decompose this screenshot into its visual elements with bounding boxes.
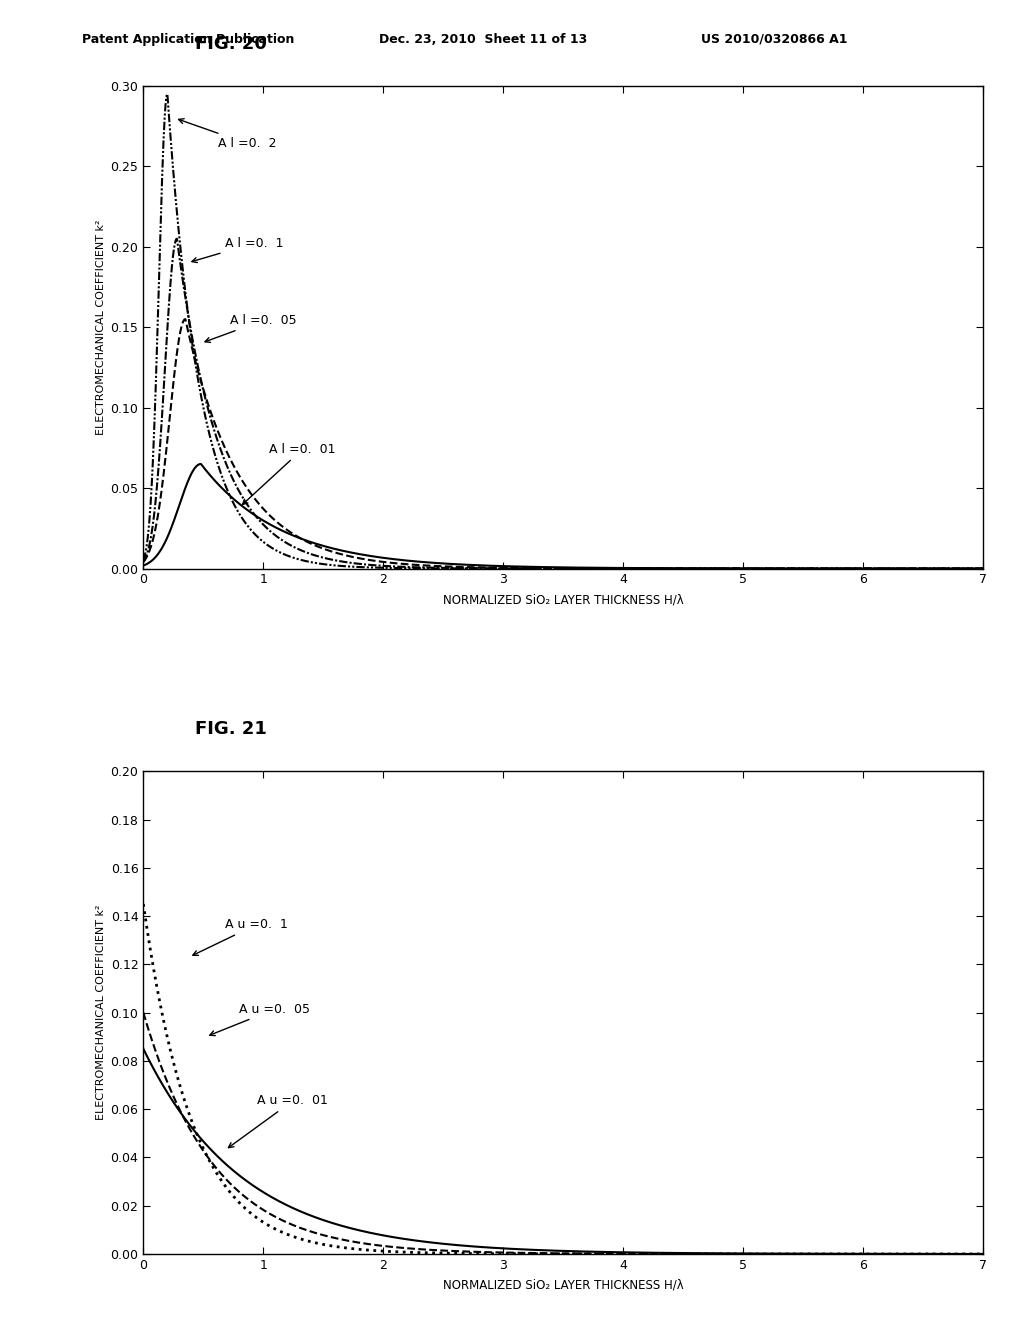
X-axis label: NORMALIZED SiO₂ LAYER THICKNESS H/λ: NORMALIZED SiO₂ LAYER THICKNESS H/λ <box>442 593 684 606</box>
Text: A l =0.  05: A l =0. 05 <box>205 314 296 342</box>
Text: A u =0.  1: A u =0. 1 <box>193 919 288 956</box>
Text: FIG. 20: FIG. 20 <box>195 34 266 53</box>
Text: A l =0.  01: A l =0. 01 <box>243 442 336 504</box>
Text: A u =0.  05: A u =0. 05 <box>210 1003 310 1036</box>
Text: FIG. 21: FIG. 21 <box>195 721 266 738</box>
Text: A l =0.  2: A l =0. 2 <box>178 119 276 150</box>
Y-axis label: ELECTROMECHANICAL COEFFICIENT k²: ELECTROMECHANICAL COEFFICIENT k² <box>96 906 106 1121</box>
Text: US 2010/0320866 A1: US 2010/0320866 A1 <box>701 33 848 46</box>
X-axis label: NORMALIZED SiO₂ LAYER THICKNESS H/λ: NORMALIZED SiO₂ LAYER THICKNESS H/λ <box>442 1279 684 1292</box>
Text: A l =0.  1: A l =0. 1 <box>191 236 284 263</box>
Text: Dec. 23, 2010  Sheet 11 of 13: Dec. 23, 2010 Sheet 11 of 13 <box>379 33 587 46</box>
Text: Patent Application Publication: Patent Application Publication <box>82 33 294 46</box>
Text: A u =0.  01: A u =0. 01 <box>228 1094 328 1147</box>
Y-axis label: ELECTROMECHANICAL COEFFICIENT k²: ELECTROMECHANICAL COEFFICIENT k² <box>96 219 106 434</box>
